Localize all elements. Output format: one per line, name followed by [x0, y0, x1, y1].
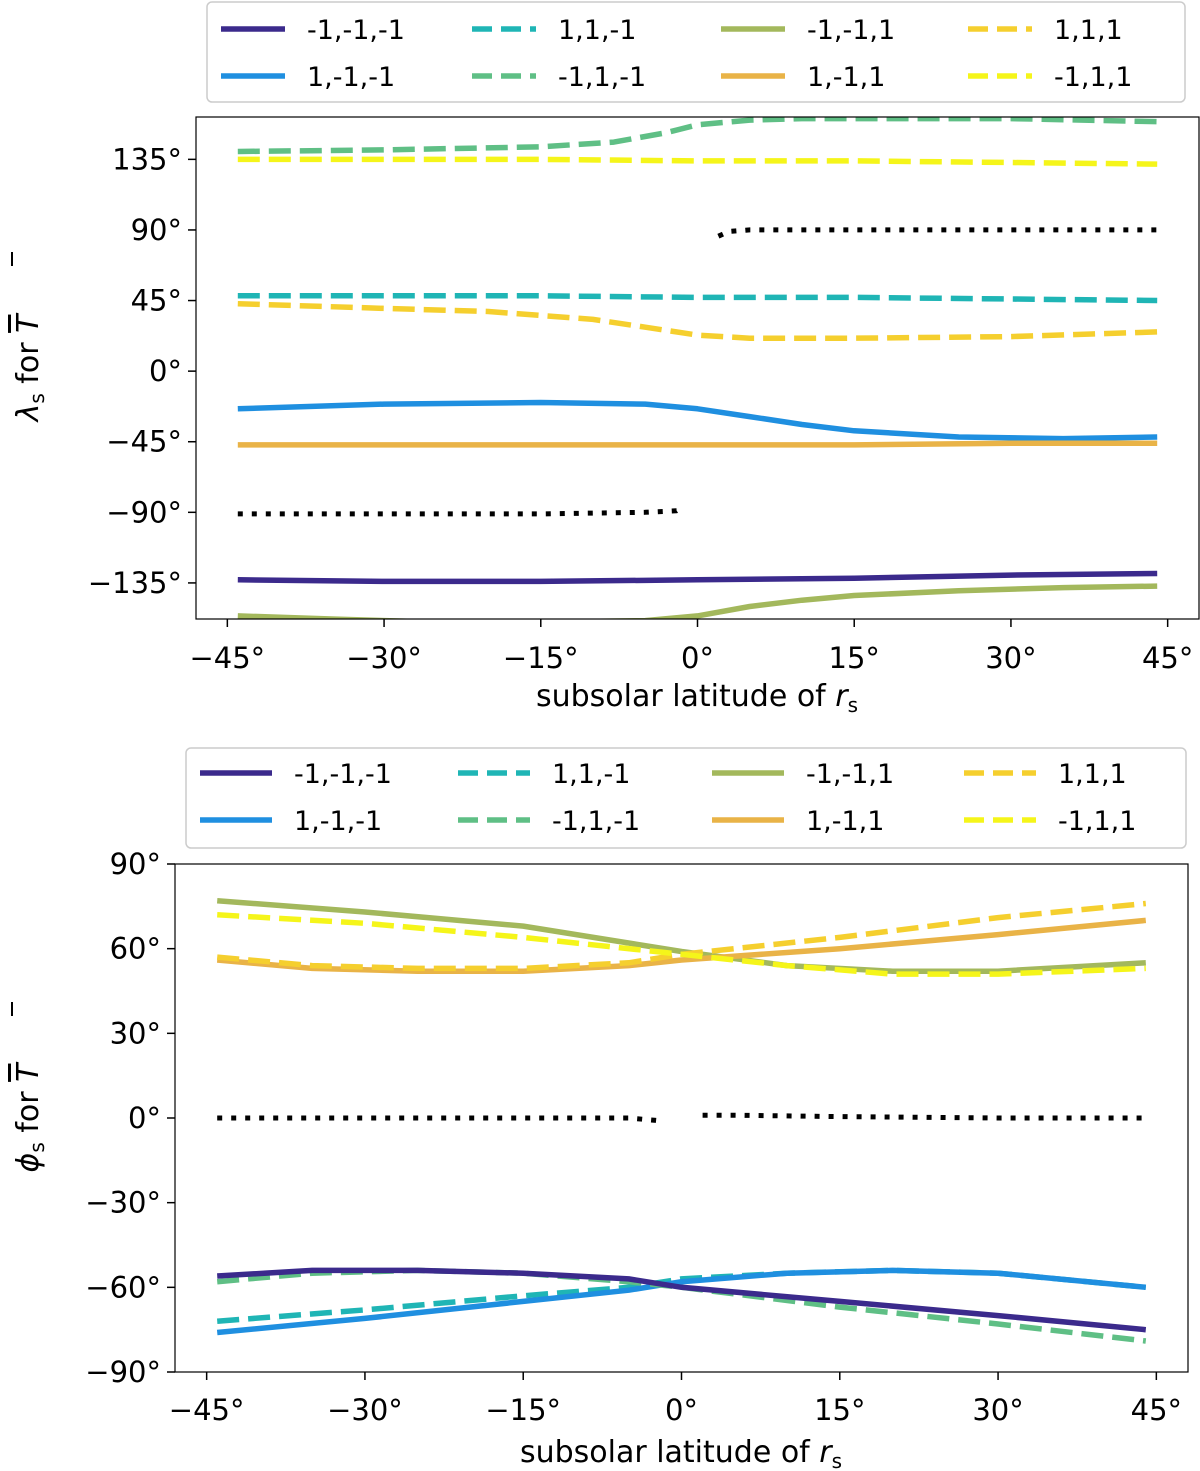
- series-line-1_1_m1-phi: [216, 1267, 1147, 1324]
- legend-label: -1,-1,1: [807, 15, 895, 46]
- series-line-1_1_1-phi: [216, 900, 1147, 972]
- y-tick-label: −90°: [85, 1355, 161, 1389]
- y-tick-label: −60°: [85, 1270, 161, 1304]
- plot-area-phi: [216, 897, 1147, 1344]
- y-tick-label: 0°: [149, 354, 182, 388]
- x-tick-label: 0°: [665, 1393, 698, 1427]
- panel-phi: −45° −30° −15° 0° 15° 30° 45° 90° 60° 30° 0° −30° −6…: [11, 747, 1189, 1471]
- legend-label: -1,1,1: [1054, 62, 1132, 93]
- y-tick-label: 45°: [131, 284, 182, 318]
- x-axis-label-phi: subsolar latitude of rs: [520, 1435, 842, 1471]
- tick-group-phi: −45° −30° −15° 0° 15° 30° 45° 90° 60° 30° 0° −30° −6…: [85, 847, 1182, 1427]
- x-tick-label: −15°: [503, 641, 579, 675]
- series-line-reference-9-lambda: [717, 227, 1158, 239]
- series-line-reference-8-lambda: [237, 505, 684, 517]
- series-line-1_m1_1-phi: [216, 917, 1147, 974]
- x-tick-label: 30°: [985, 641, 1036, 675]
- legend-label: 1,1,1: [1058, 759, 1127, 790]
- x-tick-label: 15°: [814, 1393, 865, 1427]
- x-tick-label: 45°: [1142, 641, 1193, 675]
- axes-frame-lambda: [195, 116, 1200, 620]
- series-line-1_m1_m1-phi: [216, 1267, 1147, 1336]
- series-line-m1_m1_m1-phi: [217, 1267, 1147, 1333]
- legend-phi: -1,-1,-1 1,-1,-1 1,1,-1 -1,1,-1 -1,-1,1 1,-1,…: [185, 747, 1187, 849]
- legend-label: 1,-1,-1: [294, 806, 382, 837]
- series-line-m1_m1_m1-lambda: [237, 570, 1158, 585]
- y-tick-label: 90°: [131, 213, 182, 247]
- series-line-1_m1_m1-lambda: [237, 399, 1158, 442]
- series-line-m1_1_1-phi: [217, 912, 1146, 977]
- y-tick-label: −45°: [106, 425, 182, 459]
- y-axis-label-lambda: λs for T: [11, 312, 49, 424]
- legend-box-lambda: [206, 1, 1186, 103]
- series-line-m1_m1_1-lambda: [237, 583, 1158, 619]
- y-tick-label: −135°: [88, 566, 182, 600]
- legend-label: -1,-1,1: [806, 759, 894, 790]
- y-tick-label: 0°: [128, 1101, 161, 1135]
- series-line-1_1_m1-lambda: [237, 293, 1158, 304]
- x-tick-label: −15°: [485, 1393, 561, 1427]
- legend-label: -1,1,1: [1058, 806, 1136, 837]
- legend-label: 1,-1,1: [807, 62, 885, 93]
- tick-group-lambda: −45° −30° −15° 0° 15° 30° 45° 135° 90° 45° 0° −45° −…: [88, 142, 1194, 675]
- series-line-reference-8-phi: [217, 1115, 661, 1124]
- x-tick-label: −45°: [189, 641, 265, 675]
- y-tick-label: 60°: [110, 932, 161, 966]
- legend-items-lambda: -1,-1,-1 1,-1,-1 1,1,-1 -1,1,-1 -1,-1,1 1,-1,…: [221, 15, 1132, 93]
- legend-items-phi: -1,-1,-1 1,-1,-1 1,1,-1 -1,1,-1 -1,-1,1 1,-1,…: [200, 759, 1136, 837]
- y-tick-label: −90°: [106, 495, 182, 529]
- series-line-m1_1_1-lambda: [237, 156, 1158, 167]
- x-tick-label: 45°: [1131, 1393, 1182, 1427]
- series-line-1_m1_1-lambda: [237, 440, 1158, 448]
- series-line-1_1_1-lambda: [237, 300, 1158, 341]
- panel-lambda: −45° −30° −15° 0° 15° 30° 45° 135° 90° 45° 0° −45° −…: [11, 1, 1200, 717]
- legend-box-phi: [185, 747, 1187, 849]
- x-tick-label: −45°: [169, 1393, 245, 1427]
- legend-label: -1,-1,-1: [307, 15, 405, 46]
- plot-area-lambda: [237, 117, 1158, 619]
- y-tick-label: 30°: [110, 1016, 161, 1050]
- legend-label: 1,-1,1: [806, 806, 884, 837]
- legend-label: 1,1,-1: [552, 759, 630, 790]
- x-axis-label-lambda: subsolar latitude of rs: [536, 679, 858, 717]
- x-tick-label: −30°: [327, 1393, 403, 1427]
- legend-label: -1,-1,-1: [294, 759, 392, 790]
- series-line-m1_1_m1-lambda: [237, 117, 1158, 155]
- series-line-reference-9-phi: [702, 1112, 1146, 1121]
- x-tick-label: −30°: [346, 641, 422, 675]
- legend-label: -1,1,-1: [552, 806, 640, 837]
- legend-label: 1,-1,-1: [307, 62, 395, 93]
- x-tick-label: 30°: [972, 1393, 1023, 1427]
- x-tick-label: 0°: [681, 641, 714, 675]
- y-tick-label: 135°: [112, 142, 182, 176]
- axes-frame-phi: [174, 863, 1189, 1373]
- y-tick-label: −30°: [85, 1186, 161, 1220]
- y-axis-label-phi: ϕs for T: [11, 1061, 49, 1173]
- legend-label: 1,1,-1: [558, 15, 636, 46]
- legend-label: 1,1,1: [1054, 15, 1123, 46]
- x-tick-label: 15°: [829, 641, 880, 675]
- y-tick-label: 90°: [110, 847, 161, 881]
- legend-lambda: -1,-1,-1 1,-1,-1 1,1,-1 -1,1,-1 -1,-1,1 1,-1,…: [206, 1, 1186, 103]
- legend-label: -1,1,-1: [558, 62, 646, 93]
